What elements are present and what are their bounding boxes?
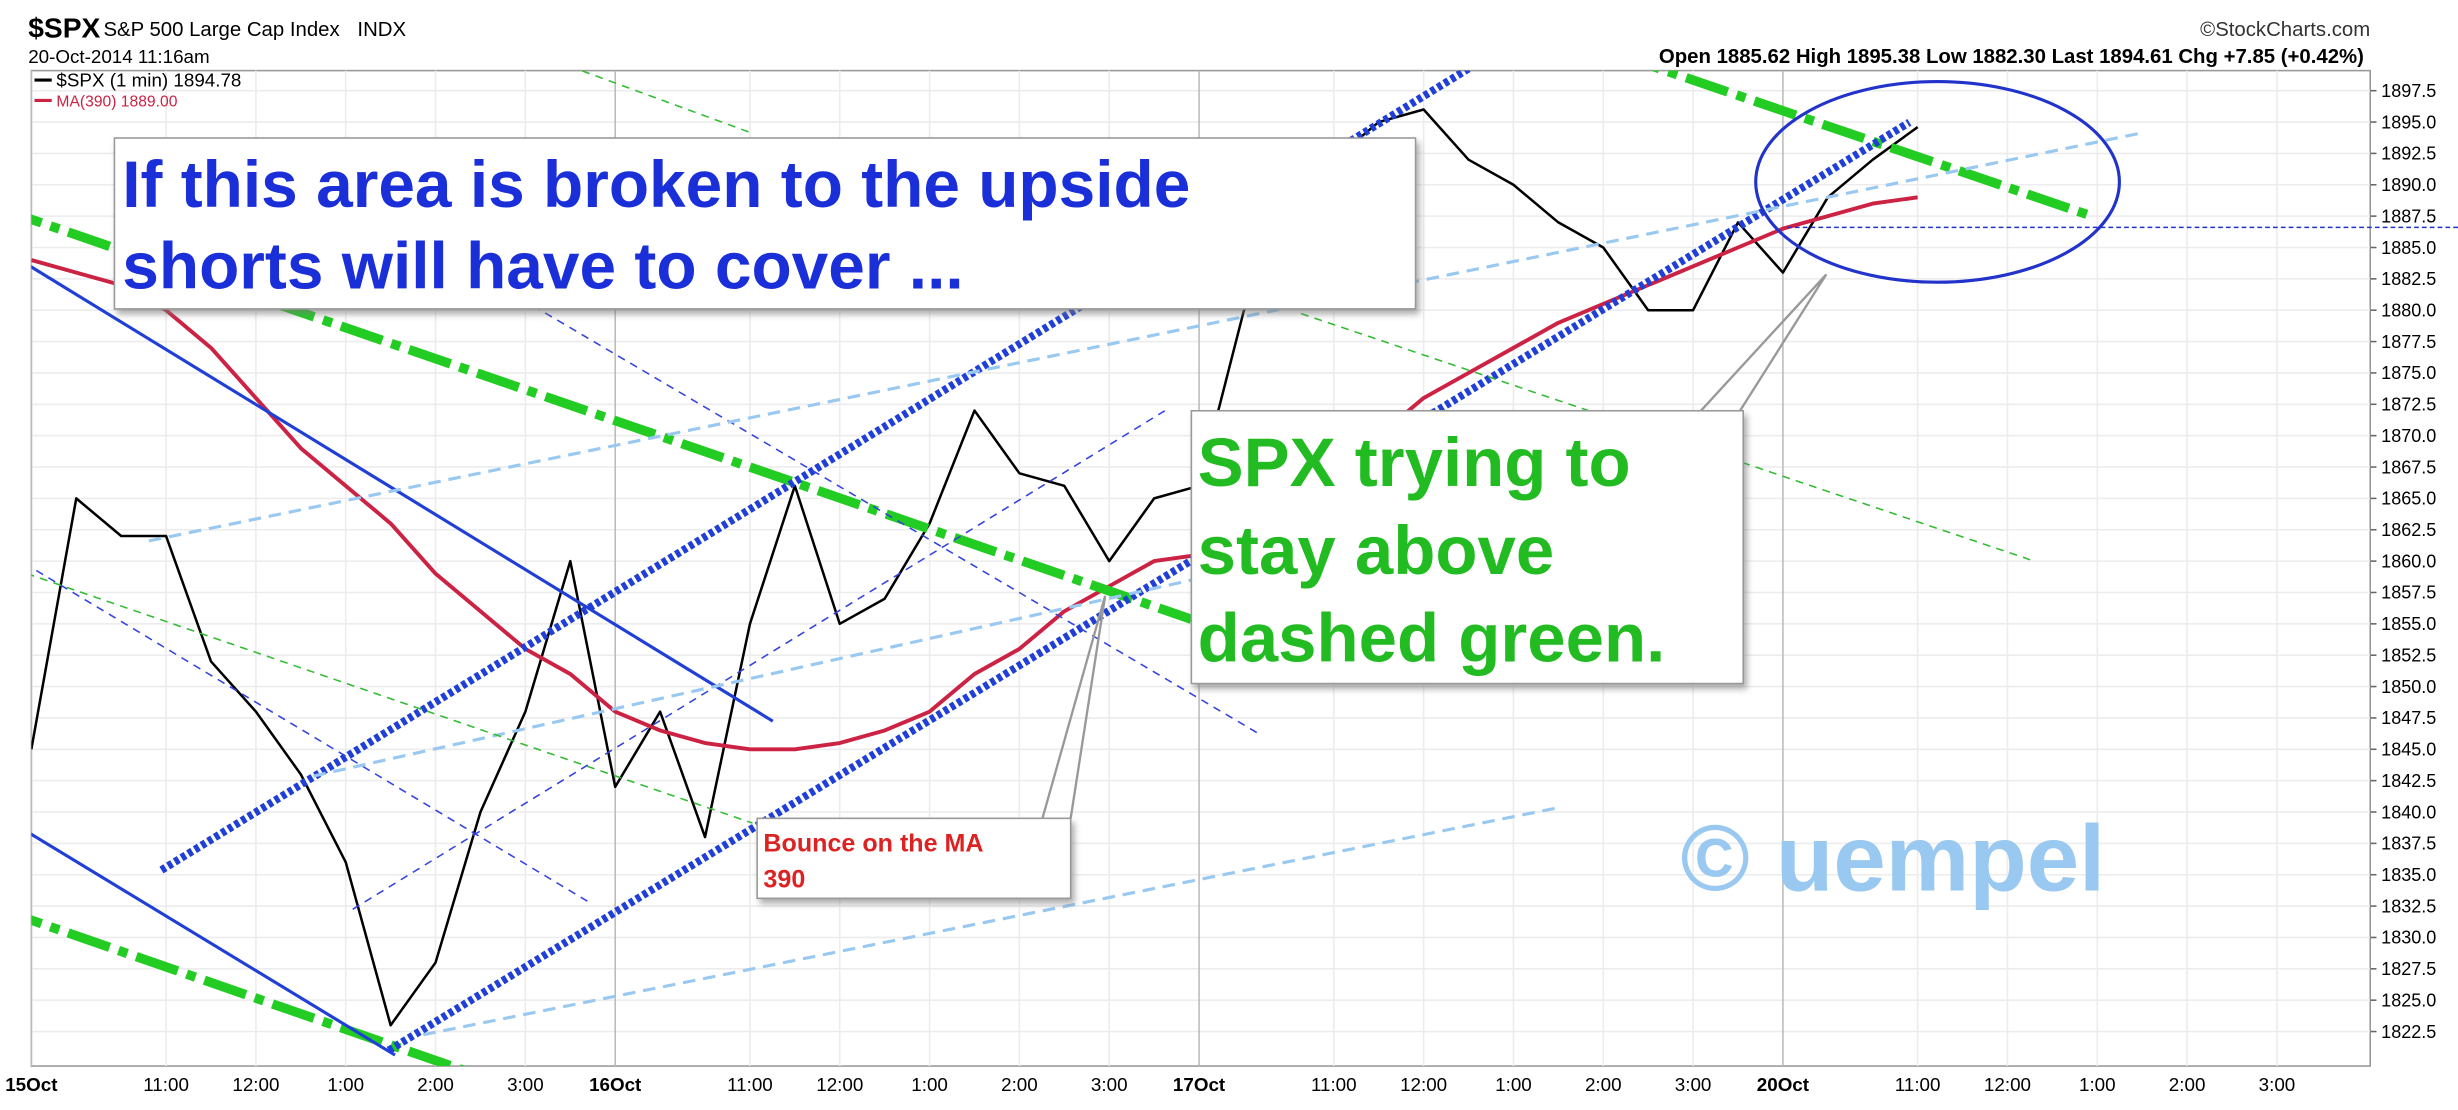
y-tick-label: 1875.0	[2381, 363, 2436, 383]
x-tick-label: 12:00	[232, 1074, 279, 1095]
y-tick-label: 1897.5	[2381, 81, 2436, 101]
highlight-ellipse	[1754, 80, 2121, 284]
x-tick-label: 17Oct	[1173, 1074, 1226, 1095]
x-tick-label: 2:00	[1001, 1074, 1038, 1095]
lightblue-dashed	[422, 805, 1561, 1037]
y-tick-label: 1895.0	[2381, 112, 2436, 132]
y-tick-label: 1837.5	[2381, 834, 2436, 854]
y-tick-label: 1867.5	[2381, 457, 2436, 477]
x-tick-label: 12:00	[1984, 1074, 2031, 1095]
y-tick-label: 1847.5	[2381, 708, 2436, 728]
y-tick-label: 1860.0	[2381, 551, 2436, 571]
legend-label: MA(390) 1889.00	[56, 94, 177, 111]
x-tick-label: 1:00	[2079, 1074, 2116, 1095]
blue-dashed	[352, 410, 1166, 910]
annotation-text: SPX trying to	[1198, 424, 1631, 501]
y-tick-label: 1872.5	[2381, 395, 2436, 415]
x-tick-label: 3:00	[507, 1074, 544, 1095]
x-tick-label: 20Oct	[1757, 1074, 1810, 1095]
y-tick-label: 1885.0	[2381, 238, 2436, 258]
annotation-text: If this area is broken to the upside	[122, 147, 1190, 221]
callout-pointer	[1699, 273, 1828, 412]
y-tick-label: 1855.0	[2381, 614, 2436, 634]
y-tick-label: 1825.0	[2381, 990, 2436, 1010]
legend-label: $SPX (1 min) 1894.78	[56, 69, 241, 90]
y-tick-label: 1850.0	[2381, 677, 2436, 697]
x-tick-label: 11:00	[1895, 1074, 1941, 1095]
y-tick-label: 1840.0	[2381, 802, 2436, 822]
y-tick-label: 1835.0	[2381, 865, 2436, 885]
y-tick-label: 1862.5	[2381, 520, 2436, 540]
x-tick-label: 3:00	[1675, 1074, 1712, 1095]
callout-pointer	[1041, 595, 1107, 819]
x-tick-label: 15Oct	[5, 1074, 58, 1095]
series-layer	[31, 108, 1919, 1027]
x-tick-label: 2:00	[2169, 1074, 2206, 1095]
blue-channel	[386, 118, 1912, 1054]
y-tick-label: 1852.5	[2381, 645, 2436, 665]
blue-trendline	[31, 832, 396, 1057]
green-dashed	[579, 70, 753, 135]
y-tick-label: 1890.0	[2381, 175, 2436, 195]
y-tick-label: 1880.0	[2381, 300, 2436, 320]
y-tick-label: 1822.5	[2381, 1022, 2436, 1042]
y-tick-label: 1842.5	[2381, 771, 2436, 791]
y-tick-label: 1827.5	[2381, 959, 2436, 979]
x-tick-label: 3:00	[1091, 1074, 1128, 1095]
watermark: © uempel	[1680, 805, 2105, 910]
y-tick-label: 1845.0	[2381, 740, 2436, 760]
series-line	[31, 108, 1919, 1027]
x-tick-label: 11:00	[727, 1074, 773, 1095]
x-tick-label: 12:00	[816, 1074, 863, 1095]
y-tick-label: 1830.0	[2381, 928, 2436, 948]
y-tick-label: 1832.5	[2381, 896, 2436, 916]
x-tick-label: 11:00	[143, 1074, 189, 1095]
y-tick-label: 1857.5	[2381, 583, 2436, 603]
quote: Open 1885.62 High 1895.38 Low 1882.30 La…	[1659, 46, 2364, 68]
blue-dashed	[31, 566, 589, 903]
y-tick-label: 1887.5	[2381, 206, 2436, 226]
green-trendline	[31, 214, 1193, 624]
x-tick-label: 1:00	[1495, 1074, 1532, 1095]
series-line	[31, 195, 1918, 752]
annotation-box	[756, 817, 1072, 900]
y-tick-label: 1865.0	[2381, 489, 2436, 509]
chart-title: S&P 500 Large Cap Index	[103, 19, 339, 41]
green-trendline	[31, 915, 466, 1067]
blue-trendline	[31, 265, 774, 723]
x-tick-label: 3:00	[2259, 1074, 2296, 1095]
x-tick-label: 1:00	[327, 1074, 364, 1095]
x-tick-label: 12:00	[1400, 1074, 1447, 1095]
lightblue-dashed	[313, 578, 1192, 778]
annotation-text: shorts will have to cover ...	[122, 229, 963, 303]
y-tick-label: 1877.5	[2381, 332, 2436, 352]
annotation-text: dashed green.	[1198, 600, 1666, 677]
x-tick-label: 2:00	[1585, 1074, 1622, 1095]
legend: $SPX (1 min) 1894.78 MA(390) 1889.00	[34, 69, 241, 111]
y-tick-label: 1882.5	[2381, 269, 2436, 289]
x-tick-label: 1:00	[911, 1074, 948, 1095]
annotation-text: stay above	[1198, 512, 1555, 589]
x-tick-label: 11:00	[1311, 1074, 1357, 1095]
green-trendline	[1650, 70, 2095, 221]
symbol: $SPX	[28, 12, 100, 44]
y-tick-label: 1870.0	[2381, 426, 2436, 446]
x-tick-label: 16Oct	[589, 1074, 642, 1095]
annotation-box	[1190, 409, 1744, 685]
annotation-text: 390	[763, 865, 805, 893]
source: ©StockCharts.com	[2200, 19, 2370, 41]
exchange: INDX	[357, 19, 406, 41]
lightblue-dashed	[148, 131, 2141, 543]
date: 20-Oct-2014 11:16am	[28, 46, 209, 67]
y-tick-label: 1892.5	[2381, 144, 2436, 164]
annotation-box	[113, 137, 1417, 310]
green-dashed	[31, 574, 753, 824]
x-tick-label: 2:00	[417, 1074, 454, 1095]
annotation-text: Bounce on the MA	[763, 829, 983, 857]
